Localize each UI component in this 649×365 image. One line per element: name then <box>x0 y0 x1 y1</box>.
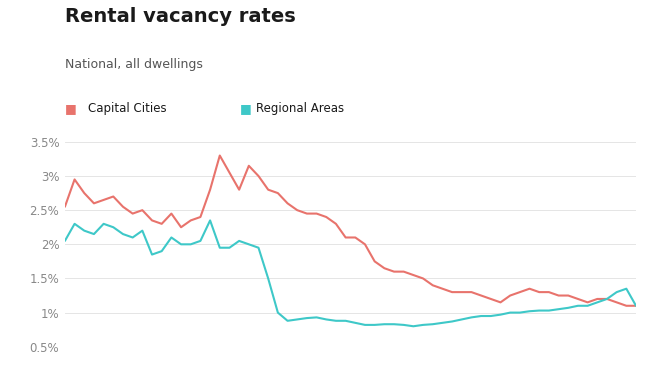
Text: Regional Areas: Regional Areas <box>256 102 345 115</box>
Text: Rental vacancy rates: Rental vacancy rates <box>65 7 296 26</box>
Text: National, all dwellings: National, all dwellings <box>65 58 202 72</box>
Text: Capital Cities: Capital Cities <box>88 102 166 115</box>
Text: ■: ■ <box>65 102 77 115</box>
Text: ■: ■ <box>240 102 252 115</box>
